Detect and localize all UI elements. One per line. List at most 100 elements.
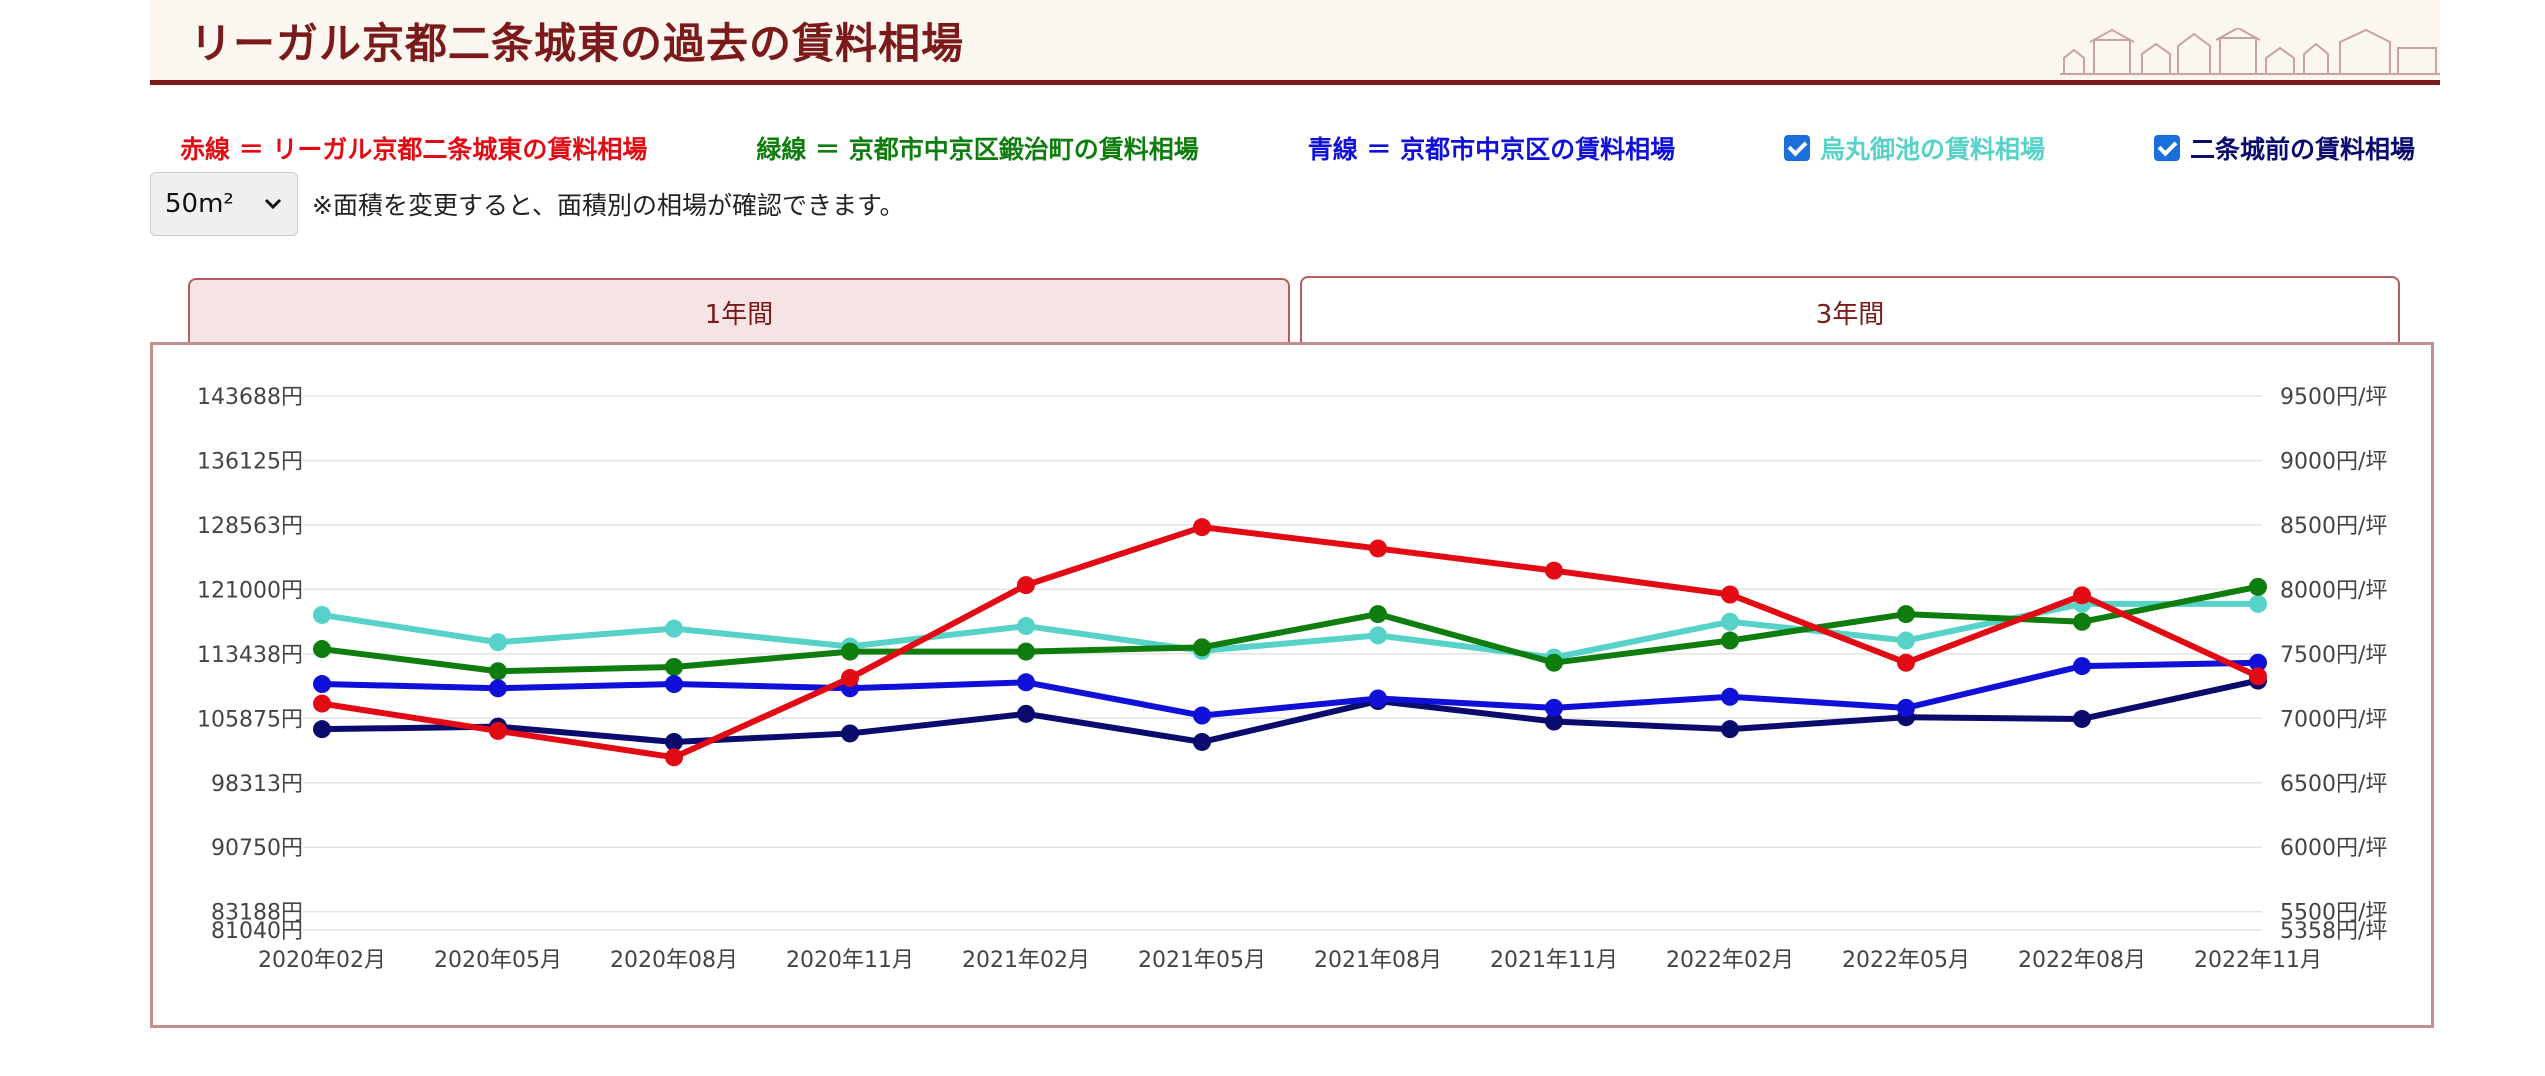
legend-turquoise-label[interactable]: 烏丸御池の賃料相場: [1820, 135, 2046, 164]
data-point-navy: [1721, 720, 1739, 739]
legend-red-label: 赤線 ＝ リーガル京都二条城東の賃料相場: [180, 135, 648, 164]
y-right-tick-label: 7000円/坪: [2280, 707, 2387, 732]
x-tick-label: 2021年08月: [1314, 948, 1442, 973]
data-point-navy: [1545, 712, 1563, 731]
data-point-red: [2249, 667, 2267, 686]
y-right-tick-label: 5500円/坪: [2280, 901, 2387, 926]
data-point-blue: [489, 679, 507, 698]
area-select-note: ※面積を変更すると、面積別の相場が確認できます。: [312, 191, 905, 220]
x-tick-label: 2020年05月: [434, 948, 562, 973]
y-right-tick-label: 9000円/坪: [2280, 449, 2387, 474]
checkbox-checked-icon[interactable]: [2153, 135, 2180, 161]
data-point-blue: [313, 675, 331, 694]
data-point-navy: [1193, 732, 1211, 751]
houses-icon: [2060, 28, 2440, 75]
data-point-blue: [1017, 673, 1035, 692]
series-line-turquoise: [319, 600, 2261, 661]
y-right-tick-label: 5358円/坪: [2280, 919, 2387, 944]
y-left-tick-label: 143688円: [197, 385, 303, 410]
y-right-tick-label: 6500円/坪: [2280, 772, 2387, 797]
tab-3-years[interactable]: 3年間: [1300, 276, 2400, 346]
y-left-tick-label: 121000円: [197, 578, 303, 603]
data-point-green: [313, 640, 331, 659]
data-point-blue: [1897, 698, 1915, 717]
y-left-tick-label: 113438円: [197, 643, 303, 668]
data-point-turquoise: [1369, 626, 1387, 645]
legend-turquoise[interactable]: 烏丸御池の賃料相場: [1784, 130, 2045, 166]
data-point-red: [1545, 561, 1563, 580]
y-right-tick-label: 7500円/坪: [2280, 643, 2387, 668]
legend-red: 赤線 ＝ リーガル京都二条城東の賃料相場: [180, 130, 647, 166]
data-point-blue: [1193, 706, 1211, 725]
data-point-blue: [1721, 687, 1739, 706]
y-right-tick-label: 8000円/坪: [2280, 578, 2387, 603]
series-line-red: [319, 524, 2261, 761]
x-tick-label: 2022年08月: [2018, 948, 2146, 973]
data-point-green: [1369, 605, 1387, 624]
series-line-blue: [319, 659, 2261, 719]
tab-1-year[interactable]: 1年間: [188, 278, 1290, 344]
y-left-tick-label: 98313円: [211, 772, 303, 797]
data-point-blue: [665, 675, 683, 694]
y-right-tick-label: 6000円/坪: [2280, 836, 2387, 861]
area-select[interactable]: 50m²: [150, 172, 298, 236]
y-left-tick-label: 81040円: [211, 919, 303, 944]
x-tick-label: 2021年02月: [962, 948, 1090, 973]
data-point-red: [1369, 539, 1387, 558]
legend-navy[interactable]: 二条城前の賃料相場: [2153, 130, 2415, 166]
data-point-navy: [665, 732, 683, 751]
page-header: リーガル京都二条城東の過去の賃料相場: [150, 0, 2440, 85]
x-tick-label: 2020年11月: [786, 948, 914, 973]
area-select-row: 50m² ※面積を変更すると、面積別の相場が確認できます。: [150, 170, 904, 238]
legend-navy-label[interactable]: 二条城前の賃料相場: [2189, 135, 2415, 164]
x-tick-label: 2022年02月: [1666, 948, 1794, 973]
data-point-red: [313, 694, 331, 713]
data-point-turquoise: [665, 619, 683, 638]
checkbox-checked-icon[interactable]: [1784, 135, 1811, 161]
legend-blue: 青線 ＝ 京都市中京区の賃料相場: [1308, 130, 1675, 166]
data-point-red: [489, 721, 507, 740]
data-point-green: [1017, 642, 1035, 661]
data-point-green: [2249, 577, 2267, 596]
y-left-tick-label: 136125円: [197, 449, 303, 474]
data-point-green: [1721, 631, 1739, 650]
data-point-green: [1545, 653, 1563, 672]
data-point-blue: [2073, 657, 2091, 676]
data-point-turquoise: [2249, 594, 2267, 613]
x-tick-label: 2020年08月: [610, 948, 738, 973]
legend-green: 緑線 ＝ 京都市中京区鍛治町の賃料相場: [756, 130, 1198, 166]
data-point-turquoise: [1721, 612, 1739, 631]
x-tick-label: 2022年11月: [2194, 948, 2322, 973]
data-point-red: [1017, 576, 1035, 595]
data-point-blue: [1369, 689, 1387, 708]
data-point-navy: [841, 724, 859, 743]
data-point-red: [2073, 586, 2091, 605]
y-left-tick-label: 83188円: [211, 901, 303, 926]
chart-legend: 赤線 ＝ リーガル京都二条城東の賃料相場 緑線 ＝ 京都市中京区鍛治町の賃料相場…: [180, 128, 2415, 168]
x-tick-label: 2021年05月: [1138, 948, 1266, 973]
chevron-down-icon[interactable]: [263, 197, 283, 211]
data-point-green: [1897, 605, 1915, 624]
data-point-navy: [1017, 704, 1035, 723]
data-point-navy: [2073, 709, 2091, 728]
page-title: リーガル京都二条城東の過去の賃料相場: [190, 19, 965, 68]
data-point-green: [1193, 638, 1211, 657]
data-point-blue: [2249, 653, 2267, 672]
area-select-value[interactable]: 50m²: [165, 189, 234, 219]
data-point-red: [1193, 518, 1211, 537]
data-point-red: [1897, 653, 1915, 672]
data-point-turquoise: [1897, 631, 1915, 650]
y-left-tick-label: 90750円: [211, 836, 303, 861]
x-tick-label: 2022年05月: [1842, 948, 1970, 973]
data-point-navy: [313, 720, 331, 739]
legend-blue-label: 青線 ＝ 京都市中京区の賃料相場: [1307, 135, 1676, 164]
data-point-green: [841, 642, 859, 661]
series-line-navy: [319, 677, 2261, 745]
data-point-green: [665, 657, 683, 676]
data-point-turquoise: [1017, 617, 1035, 636]
data-point-red: [665, 748, 683, 767]
series-line-green: [319, 583, 2261, 675]
data-point-turquoise: [313, 605, 331, 624]
data-point-blue: [1545, 698, 1563, 717]
